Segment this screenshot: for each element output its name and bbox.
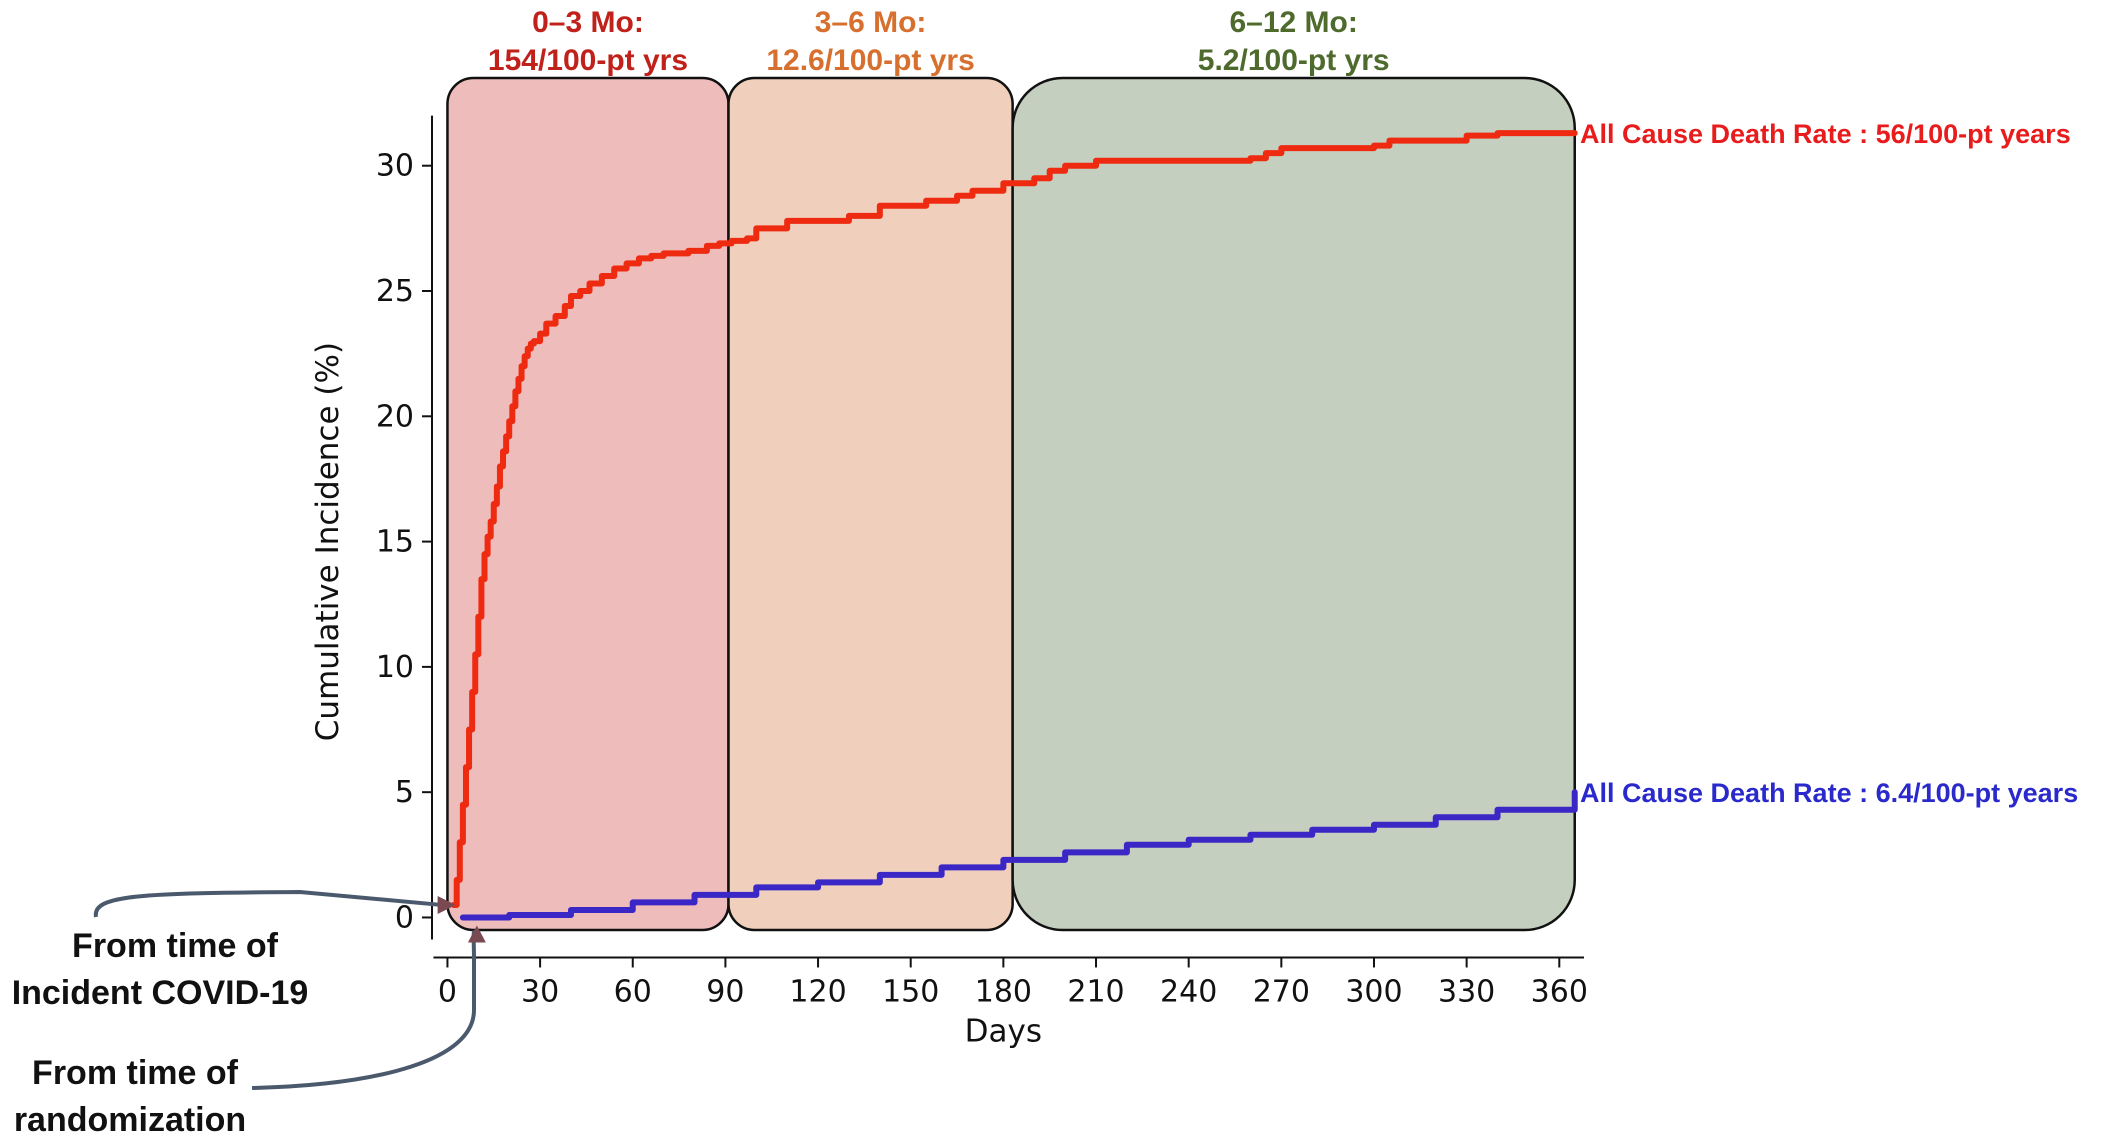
x-tick-label: 210 [1067,974,1124,1009]
y-axis-title: Cumulative Incidence (%) [310,342,346,741]
y-tick-label: 10 [376,650,414,685]
series-label-covid: All Cause Death Rate : 56/100-pt years [1580,119,2071,149]
y-tick-label: 0 [395,900,414,935]
phase-box [446,76,730,932]
x-tick-label: 150 [882,974,939,1009]
y-tick-label: 20 [376,399,414,434]
x-tick-label: 300 [1345,974,1402,1009]
phase-rate: 12.6/100-pt yrs [766,44,974,77]
series-lines [450,130,1578,921]
y-tick-label: 15 [376,525,414,560]
annotation-randomization-line1: From time of [32,1054,239,1092]
x-tick-label: 60 [614,974,652,1009]
y-tick-label: 25 [376,274,414,309]
phase-title: 0–3 Mo: [532,6,644,39]
annotation-covid-line2: Incident COVID-19 [12,974,309,1012]
x-tick-label: 180 [975,974,1032,1009]
arrow-covid [93,889,442,918]
annotations: From time of Incident COVID-19 From time o… [12,889,486,1139]
phase-title: 6–12 Mo: [1229,6,1357,39]
series-labels: All Cause Death Rate : 56/100-pt years Al… [1580,119,2078,808]
series-label-randomization: All Cause Death Rate : 6.4/100-pt years [1580,778,2078,808]
arrowhead-covid [437,895,456,914]
phase-title: 3–6 Mo: [815,6,927,39]
death-rate-line-covid [450,130,1578,908]
x-tick-label: 90 [706,974,744,1009]
phase-boxes [446,76,1576,932]
annotation-randomization-line2: randomization [14,1101,246,1139]
phase-labels: 0–3 Mo: 154/100-pt yrs 3–6 Mo: 12.6/100-pt … [488,6,1390,77]
phase-box [1011,76,1576,932]
annotation-covid-line1: From time of [72,927,279,965]
phase-box [727,76,1014,932]
arrowhead-randomization [467,925,486,943]
x-tick-label: 120 [789,974,846,1009]
x-tick-label: 270 [1253,974,1310,1009]
x-tick-label: 240 [1160,974,1217,1009]
x-tick-label: 360 [1531,974,1588,1009]
x-tick-label: 330 [1438,974,1495,1009]
x-axis-title: Days [965,1013,1042,1049]
death-rate-line-randomization [459,789,1578,921]
x-tick-label: 0 [438,974,457,1009]
phase-rate: 154/100-pt yrs [488,44,688,77]
x-tick-label: 30 [521,974,559,1009]
y-tick-label: 30 [376,149,414,184]
y-tick-label: 5 [395,775,414,810]
phase-rate: 5.2/100-pt yrs [1198,44,1390,77]
axes: 0 30 60 90 120 150 180 210 240 270 300 330 360 0 5 10 15… [310,115,1588,1049]
